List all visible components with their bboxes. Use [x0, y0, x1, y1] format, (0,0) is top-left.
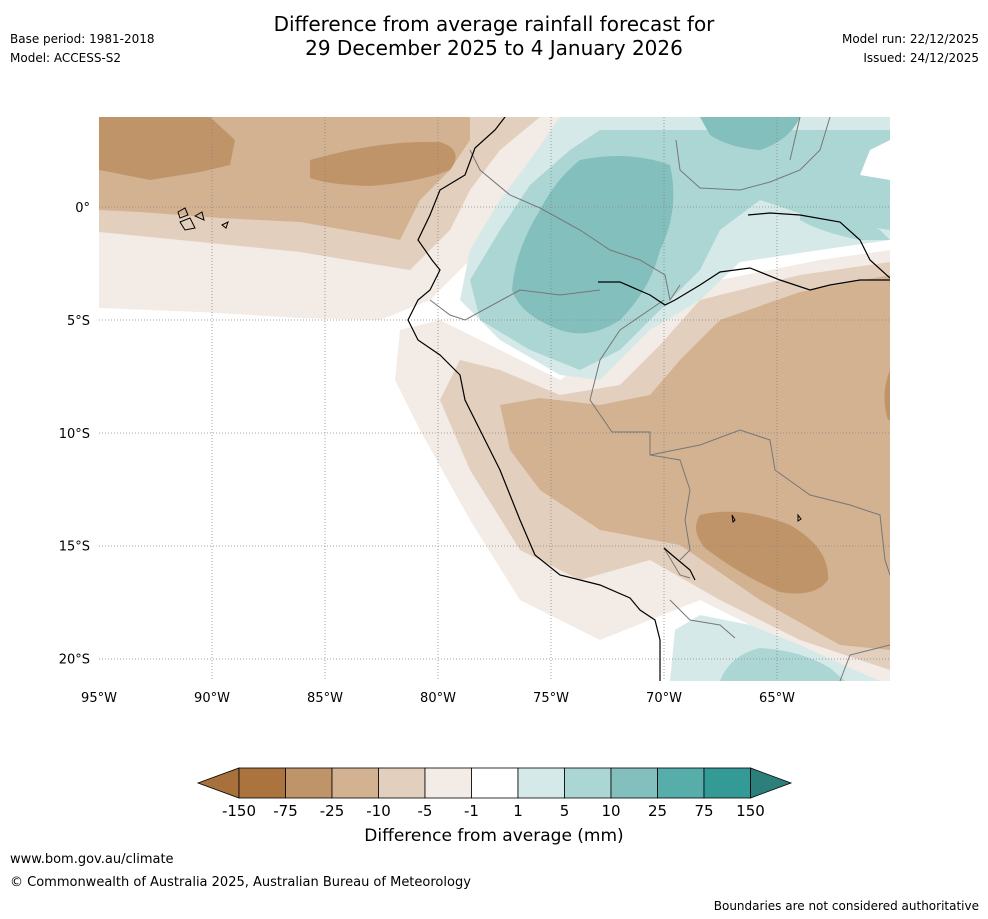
rainfall-anomaly-map: 0° 5°S 10°S 15°S 20°S 95°W 90°W 85°W 80°W 75°W 70…	[59, 117, 890, 706]
lon-label: 80°W	[420, 691, 456, 706]
colorbar-tick-label: 1	[513, 802, 523, 820]
colorbar-cell	[378, 767, 426, 799]
colorbar-tick-label: 75	[694, 802, 713, 820]
contour-p10-ne	[700, 117, 800, 150]
colorbar-tick-label: 10	[601, 802, 620, 820]
legend-colorbar: -150 -75 -25 -10 -5 -1 1 5 10 25 75 150	[196, 767, 793, 820]
issued-date-text: Issued: 24/12/2025	[863, 51, 979, 65]
website-url: www.bom.gov.au/climate	[10, 852, 174, 867]
colorbar-tick-label: -5	[418, 802, 433, 820]
lon-label: 95°W	[81, 691, 117, 706]
latitude-labels: 0° 5°S 10°S 15°S 20°S	[59, 201, 90, 667]
contour-n75-south	[696, 511, 829, 594]
titicaca-lake	[731, 513, 802, 524]
contour-n75-east	[884, 370, 890, 420]
contour-p5-south	[720, 648, 845, 681]
colorbar-extend-low	[196, 767, 240, 799]
title-line-1: Difference from average rainfall forecas…	[273, 12, 715, 36]
colorbar-cell	[703, 767, 751, 799]
colorbar-cell	[238, 767, 286, 799]
colorbar-cell	[424, 767, 472, 799]
lat-label: 5°S	[67, 314, 90, 329]
contour-neutral-band	[860, 140, 890, 180]
colorbar-cell	[517, 767, 565, 799]
lon-label: 65°W	[759, 691, 795, 706]
map-plot-area	[99, 117, 890, 681]
contour-n75-north-a	[99, 117, 235, 180]
lat-label: 10°S	[59, 427, 90, 442]
colorbar-extend-high	[750, 767, 793, 799]
colorbar-cell	[285, 767, 333, 799]
lat-label: 20°S	[59, 652, 90, 667]
contour-p5-ne	[800, 200, 890, 240]
colorbar-cell	[657, 767, 705, 799]
colorbar-tick-label: -10	[366, 802, 391, 820]
boundary-disclaimer: Boundaries are not considered authoritat…	[713, 899, 979, 913]
lat-label: 15°S	[59, 540, 90, 555]
run-info: Model run: 22/12/2025 Issued: 24/12/2025	[842, 30, 979, 68]
longitude-labels: 95°W 90°W 85°W 80°W 75°W 70°W 65°W	[81, 691, 795, 706]
colorbar-tick-label: -150	[222, 802, 256, 820]
title-line-2: 29 December 2025 to 4 January 2026	[305, 36, 683, 60]
colorbar-tick-label: -1	[464, 802, 479, 820]
model-name-text: Model: ACCESS-S2	[10, 51, 122, 65]
lat-label: 0°	[75, 201, 90, 216]
copyright-notice: © Commonwealth of Australia 2025, Austra…	[10, 875, 471, 890]
colorbar-tick-label: -75	[273, 802, 298, 820]
lon-label: 75°W	[533, 691, 569, 706]
colorbar-cell	[564, 767, 612, 799]
country-borders	[429, 117, 890, 681]
legend-title: Difference from average (mm)	[364, 826, 624, 846]
lon-label: 90°W	[194, 691, 230, 706]
map-title: Difference from average rainfall forecas…	[0, 12, 988, 60]
colorbar-cell	[331, 767, 379, 799]
model-info: Base period: 1981-2018 Model: ACCESS-S2	[10, 30, 155, 68]
coastlines	[407, 117, 890, 681]
contour-n75-north-b	[310, 141, 456, 186]
graticule	[99, 117, 890, 681]
contour-p10-north	[512, 156, 674, 334]
colorbar-cell	[610, 767, 658, 799]
lon-label: 70°W	[646, 691, 682, 706]
model-run-text: Model run: 22/12/2025	[841, 32, 979, 46]
colorbar-tick-label: 5	[560, 802, 570, 820]
colorbar-cell	[471, 767, 519, 799]
colorbar-tick-label: -25	[320, 802, 345, 820]
colorbar-tick-label: 150	[736, 802, 765, 820]
colorbar-ticks: -150 -75 -25 -10 -5 -1 1 5 10 25 75 150	[222, 802, 765, 820]
colorbar-cells	[196, 767, 793, 799]
contour-p1-south	[670, 615, 880, 681]
colorbar-tick-label: 25	[648, 802, 667, 820]
galapagos-islands	[177, 207, 229, 231]
base-period-text: Base period: 1981-2018	[10, 32, 155, 46]
lon-label: 85°W	[307, 691, 343, 706]
